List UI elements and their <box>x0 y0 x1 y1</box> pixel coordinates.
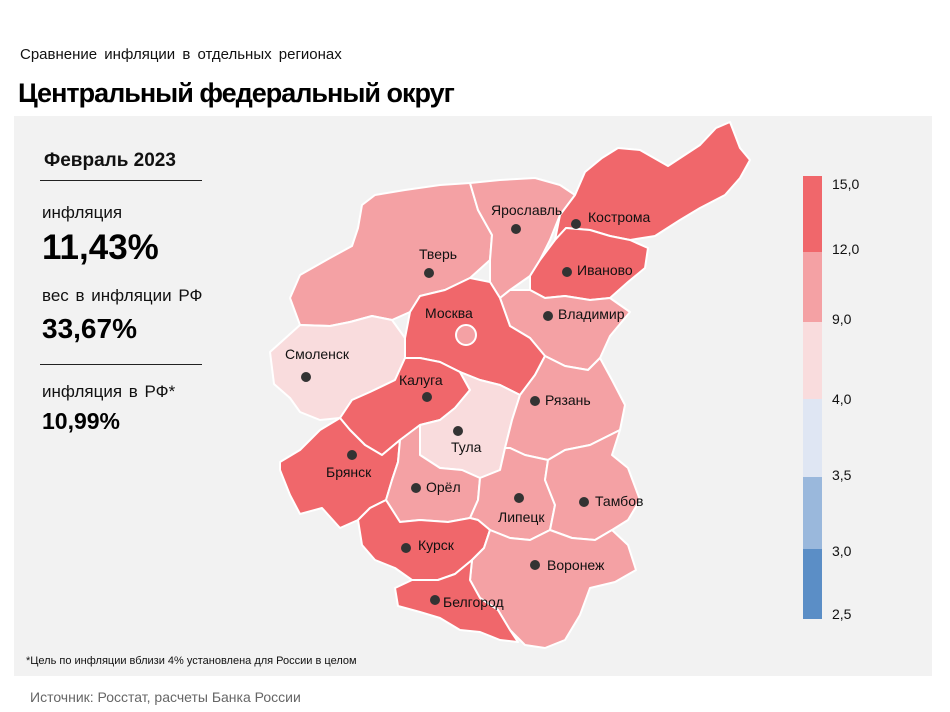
chart-title: Центральный федеральный округ <box>18 78 455 108</box>
city-marker-bryansk <box>347 450 357 460</box>
city-marker-tver <box>424 268 434 278</box>
rf-inflation-value: 10,99% <box>42 408 121 434</box>
city-marker-tula <box>453 426 463 436</box>
region-kostroma[interactable] <box>554 121 751 241</box>
divider-top <box>40 180 202 181</box>
city-marker-kursk <box>401 543 411 553</box>
city-label-kursk: Курск <box>418 537 455 553</box>
legend-tick-4: 4,0 <box>832 391 852 407</box>
city-marker-tambov <box>579 497 589 507</box>
legend-band-3-3-5 <box>803 477 822 549</box>
city-label-kaluga: Калуга <box>399 372 443 388</box>
legend-tick-2-5: 2,5 <box>832 606 852 622</box>
city-marker-belgorod <box>430 595 440 605</box>
city-label-bryansk: Брянск <box>326 464 372 480</box>
city-label-voronezh: Воронеж <box>547 557 605 573</box>
legend-band-4-9 <box>803 322 822 399</box>
city-label-lipetsk: Липецк <box>498 509 545 525</box>
city-label-kostroma: Кострома <box>588 209 651 225</box>
city-marker-voronezh <box>530 560 540 570</box>
city-label-belgorod: Белгород <box>443 594 504 610</box>
legend-band-3-5-4 <box>803 399 822 477</box>
legend-tick-15: 15,0 <box>832 176 860 192</box>
region-belgorod[interactable] <box>394 559 519 643</box>
legend-band-2-5-3 <box>803 549 822 619</box>
city-marker-vladimir <box>543 311 553 321</box>
city-marker-lipetsk <box>514 493 524 503</box>
city-label-tula: Тула <box>451 439 482 455</box>
weight-label: вес в инфляции РФ <box>42 286 203 305</box>
legend-tick-12: 12,0 <box>832 241 860 257</box>
city-marker-moscow <box>455 324 477 346</box>
city-label-tver: Тверь <box>419 246 457 262</box>
city-marker-ryazan <box>530 396 540 406</box>
city-marker-yaroslavl <box>511 224 521 234</box>
legend-tick-3-5: 3,5 <box>832 467 852 483</box>
footnote: *Цель по инфляции вблизи 4% установлена … <box>26 655 357 667</box>
legend-band-9-12 <box>803 252 822 322</box>
period-label: Февраль 2023 <box>44 150 176 171</box>
region-tambov[interactable] <box>544 429 641 541</box>
city-marker-kaluga <box>422 392 432 402</box>
city-marker-kostroma <box>571 219 581 229</box>
city-label-vladimir: Владимир <box>558 306 625 322</box>
city-marker-orel <box>411 483 421 493</box>
city-label-ryazan: Рязань <box>545 392 591 408</box>
legend-band-12-15 <box>803 176 822 252</box>
chart-subtitle: Сравнение инфляции в отдельных регионах <box>20 46 342 63</box>
city-label-tambov: Тамбов <box>595 493 643 509</box>
region-ivanovo[interactable] <box>529 227 649 301</box>
city-marker-smolensk <box>301 372 311 382</box>
inflation-label: инфляция <box>42 203 123 222</box>
weight-value: 33,67% <box>42 313 137 344</box>
legend-tick-3: 3,0 <box>832 543 852 559</box>
city-marker-ivanovo <box>562 267 572 277</box>
divider-bottom <box>40 364 202 365</box>
legend-tick-9: 9,0 <box>832 311 852 327</box>
city-label-yaroslavl: Ярославль <box>491 202 562 218</box>
city-label-orel: Орёл <box>426 479 461 495</box>
source-note: Источник: Росстат, расчеты Банка России <box>30 689 301 705</box>
city-label-ivanovo: Иваново <box>577 262 633 278</box>
inflation-value: 11,43% <box>42 228 159 267</box>
rf-inflation-label: инфляция в РФ* <box>42 382 176 401</box>
city-label-smolensk: Смоленск <box>285 346 350 362</box>
city-label-moscow: Москва <box>425 305 473 321</box>
